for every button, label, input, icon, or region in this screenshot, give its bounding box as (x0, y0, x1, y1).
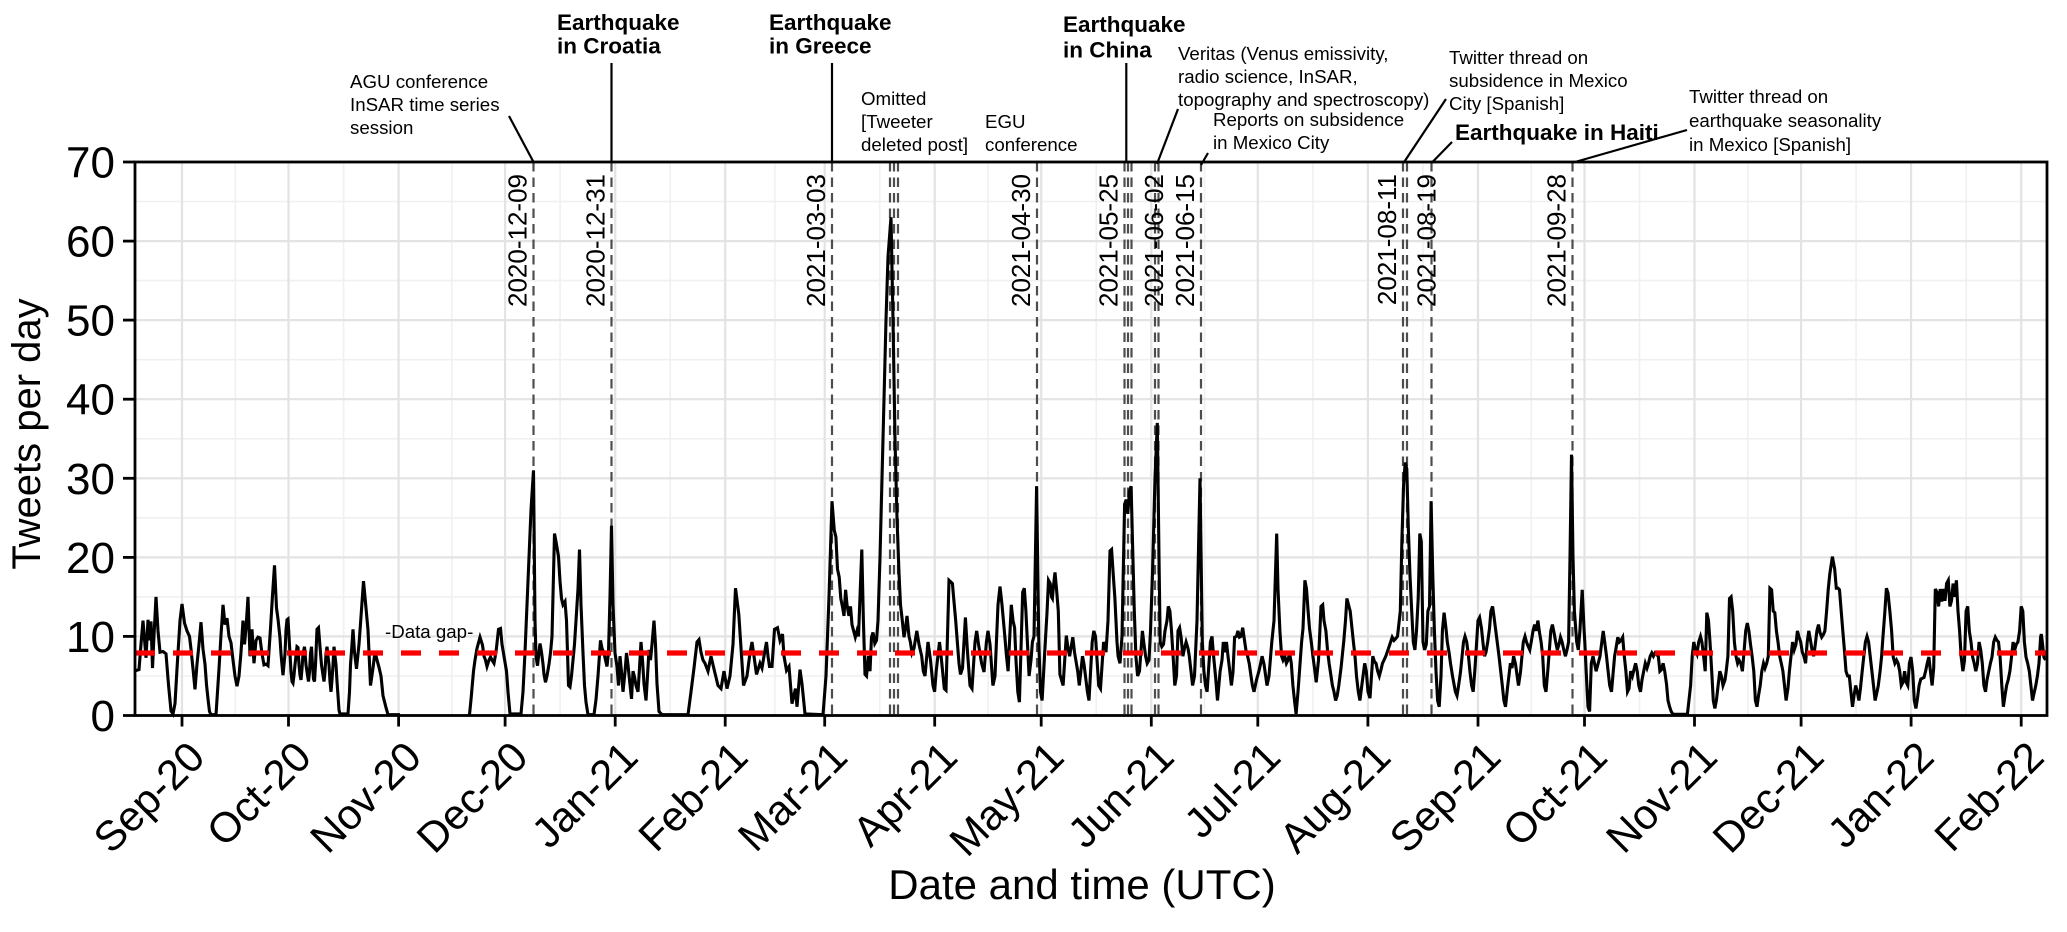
svg-text:Twitter thread on: Twitter thread on (1689, 86, 1828, 107)
svg-text:Omitted: Omitted (861, 88, 926, 109)
svg-text:topography and spectroscopy): topography and spectroscopy) (1178, 89, 1429, 110)
svg-text:EGU: EGU (985, 111, 1026, 132)
svg-text:2020-12-31: 2020-12-31 (581, 174, 611, 307)
svg-text:2020-12-09: 2020-12-09 (503, 174, 533, 307)
svg-text:in China: in China (1063, 38, 1152, 63)
svg-text:subsidence in Mexico: subsidence in Mexico (1449, 70, 1628, 91)
svg-text:conference: conference (985, 134, 1077, 155)
svg-text:2021-03-03: 2021-03-03 (801, 174, 831, 307)
svg-text:-Data gap-: -Data gap- (385, 621, 473, 642)
svg-text:Earthquake: Earthquake (1063, 12, 1186, 37)
svg-text:10: 10 (66, 613, 115, 662)
svg-text:30: 30 (66, 455, 115, 504)
svg-text:City [Spanish]: City [Spanish] (1449, 93, 1564, 114)
svg-text:20: 20 (66, 534, 115, 583)
svg-text:2021-08-11: 2021-08-11 (1372, 174, 1402, 305)
svg-text:2021-05-25: 2021-05-25 (1094, 174, 1124, 307)
svg-text:in Mexico City: in Mexico City (1213, 132, 1330, 153)
svg-text:2021-04-30: 2021-04-30 (1006, 174, 1036, 307)
svg-text:Earthquake: Earthquake (557, 10, 680, 35)
svg-text:in Croatia: in Croatia (557, 34, 661, 59)
svg-text:Twitter thread on: Twitter thread on (1449, 47, 1588, 68)
svg-text:Reports on subsidence: Reports on subsidence (1213, 109, 1404, 130)
svg-text:70: 70 (66, 139, 115, 188)
svg-text:session: session (350, 117, 413, 138)
svg-text:60: 60 (66, 218, 115, 267)
svg-text:2021-06-15: 2021-06-15 (1170, 174, 1200, 307)
svg-text:2021-08-19: 2021-08-19 (1412, 174, 1442, 307)
svg-text:Veritas (Venus emissivity,: Veritas (Venus emissivity, (1178, 43, 1388, 64)
svg-text:AGU conference: AGU conference (350, 71, 488, 92)
svg-text:radio science, InSAR,: radio science, InSAR, (1178, 66, 1358, 87)
svg-text:in Mexico [Spanish]: in Mexico [Spanish] (1689, 134, 1851, 155)
svg-text:in Greece: in Greece (769, 34, 872, 59)
svg-text:40: 40 (66, 376, 115, 425)
svg-text:Earthquake in Haiti: Earthquake in Haiti (1455, 120, 1659, 145)
svg-text:2021-09-28: 2021-09-28 (1542, 174, 1572, 307)
svg-text:Date and time (UTC): Date and time (UTC) (888, 861, 1275, 908)
svg-text:2021-06-02: 2021-06-02 (1139, 174, 1169, 307)
svg-text:InSAR time series: InSAR time series (350, 94, 500, 115)
svg-text:Earthquake: Earthquake (769, 10, 892, 35)
svg-text:50: 50 (66, 297, 115, 346)
svg-text:[Tweeter: [Tweeter (861, 111, 933, 132)
svg-text:Tweets per day: Tweets per day (5, 298, 49, 569)
svg-text:earthquake seasonality: earthquake seasonality (1689, 110, 1882, 131)
svg-text:deleted post]: deleted post] (861, 134, 968, 155)
svg-text:0: 0 (91, 692, 115, 741)
